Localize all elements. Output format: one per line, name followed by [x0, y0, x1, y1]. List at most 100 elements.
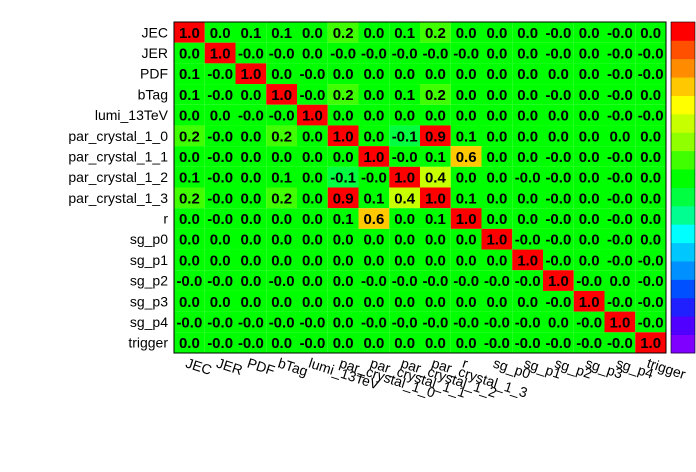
heatmap-cell: [635, 208, 666, 229]
heatmap-cell: [543, 22, 574, 43]
heatmap-cell: [358, 166, 390, 188]
heatmap-cell-value: -0.0: [207, 273, 233, 290]
heatmap-cell-value: 0.0: [210, 25, 231, 42]
heatmap-cell: [174, 270, 205, 291]
color-scale-segment: [671, 95, 695, 115]
heatmap-cell-value: -0.0: [392, 273, 418, 290]
color-scale-segment: [671, 242, 695, 262]
heatmap-cell: [573, 146, 605, 167]
heatmap-cell-value: 0.0: [579, 170, 600, 187]
heatmap-cell-value: -0.0: [638, 66, 664, 83]
heatmap-cell: [204, 146, 236, 167]
heatmap-cell-value: -0.0: [545, 211, 571, 228]
color-scale-segment: [671, 22, 695, 41]
heatmap-cell: [543, 228, 574, 250]
heatmap-cell: [327, 146, 359, 167]
heatmap-cell: [635, 146, 666, 167]
heatmap-cell-value: -0.0: [545, 46, 571, 63]
heatmap-cell-value: 0.0: [363, 335, 384, 352]
heatmap-cell: [389, 332, 420, 353]
heatmap-cell-value: 0.0: [486, 46, 507, 63]
heatmap-cell: [512, 42, 543, 64]
heatmap-cell: [389, 208, 420, 229]
heatmap-cell-value: 0.1: [271, 25, 292, 42]
heatmap-cell-value: -0.0: [207, 87, 233, 104]
heatmap-cell: [327, 125, 359, 147]
heatmap-cell-value: 0.0: [609, 273, 630, 290]
heatmap-cell-value: 0.0: [456, 25, 477, 42]
heatmap-cell-value: 0.0: [240, 252, 261, 269]
heatmap-cell-value: 0.0: [240, 273, 261, 290]
heatmap-cell-value: -0.0: [607, 66, 633, 83]
heatmap-cell: [573, 332, 605, 353]
heatmap-cell: [235, 166, 267, 188]
heatmap-cell-value: 0.0: [579, 232, 600, 249]
heatmap-cell-value: 0.0: [456, 170, 477, 187]
heatmap-cell-value: -0.0: [299, 335, 325, 352]
heatmap-cell: [266, 42, 297, 64]
heatmap-cell-value: -0.0: [607, 170, 633, 187]
heatmap-cell: [604, 249, 636, 271]
heatmap-cell-value: 0.0: [271, 149, 292, 166]
y-tick-label: par_crystal_1_0: [68, 128, 168, 144]
heatmap-cell: [420, 208, 451, 229]
heatmap-cell: [297, 332, 328, 353]
heatmap-cell-value: 0.0: [609, 128, 630, 145]
heatmap-cell-value: 0.0: [517, 66, 538, 83]
heatmap-cell-value: -0.0: [515, 335, 541, 352]
heatmap-cell: [420, 22, 451, 43]
heatmap-cell: [266, 208, 297, 229]
heatmap-cell: [204, 208, 236, 229]
heatmap-cell-value: 0.0: [486, 211, 507, 228]
heatmap-cell: [174, 22, 205, 43]
heatmap-cell: [266, 187, 297, 209]
y-tick-label: bTag: [138, 86, 168, 102]
heatmap-cell-value: 0.0: [333, 232, 354, 249]
color-scale-segment: [671, 187, 695, 207]
heatmap-cell-value: 0.0: [302, 149, 323, 166]
heatmap-cell: [635, 84, 666, 105]
color-scale-bar: [670, 21, 696, 354]
heatmap-cell: [450, 84, 482, 105]
heatmap-cell-value: -0.0: [607, 46, 633, 63]
y-tick-label: PDF: [140, 66, 168, 82]
heatmap-cell: [512, 290, 543, 312]
heatmap-cell-value: 0.0: [210, 232, 231, 249]
heatmap-cell-value: 0.0: [302, 252, 323, 269]
heatmap-cell: [512, 187, 543, 209]
heatmap-cell-value: 0.0: [486, 294, 507, 311]
heatmap-cell-value: 0.0: [486, 87, 507, 104]
heatmap-cell-value: 0.0: [363, 87, 384, 104]
heatmap-cell-value: 0.0: [640, 25, 661, 42]
heatmap-cell-value: 0.2: [333, 87, 354, 104]
heatmap-cell-value: -0.0: [269, 314, 295, 331]
heatmap-cell: [420, 311, 451, 333]
heatmap-cell-value: 0.0: [640, 211, 661, 228]
heatmap-cell-value: 0.6: [456, 149, 477, 166]
heatmap-cell-value: 0.0: [179, 211, 200, 228]
heatmap-cell-value: -0.0: [422, 314, 448, 331]
heatmap-cell-value: -0.0: [607, 87, 633, 104]
color-scale-segment: [671, 316, 695, 336]
heatmap-cell-value: 0.0: [271, 294, 292, 311]
heatmap-cell: [235, 270, 267, 291]
color-scale-segment: [671, 77, 695, 96]
heatmap-cell: [297, 311, 328, 333]
y-axis-tick-labels: JEC JER PDF bTag lumi_13TeV par_crystal_1_0pa…: [68, 24, 168, 350]
heatmap-cell-value: 0.0: [363, 232, 384, 249]
heatmap-cell-value: 0.0: [394, 252, 415, 269]
heatmap-cell: [358, 249, 390, 271]
heatmap-cell-value: 0.0: [394, 294, 415, 311]
heatmap-cell-value: 0.0: [486, 108, 507, 125]
heatmap-cell: [481, 166, 513, 188]
heatmap-cell: [543, 208, 574, 229]
heatmap-cell-value: -0.0: [207, 335, 233, 352]
heatmap-cell: [389, 166, 420, 188]
heatmap-cell-value: -0.0: [207, 128, 233, 145]
heatmap-cell: [389, 270, 420, 291]
heatmap-cell-value: 0.0: [425, 232, 446, 249]
heatmap-cell: [389, 311, 420, 333]
heatmap-cell-value: 0.0: [302, 232, 323, 249]
heatmap-cell: [174, 146, 205, 167]
heatmap-cell: [358, 125, 390, 147]
